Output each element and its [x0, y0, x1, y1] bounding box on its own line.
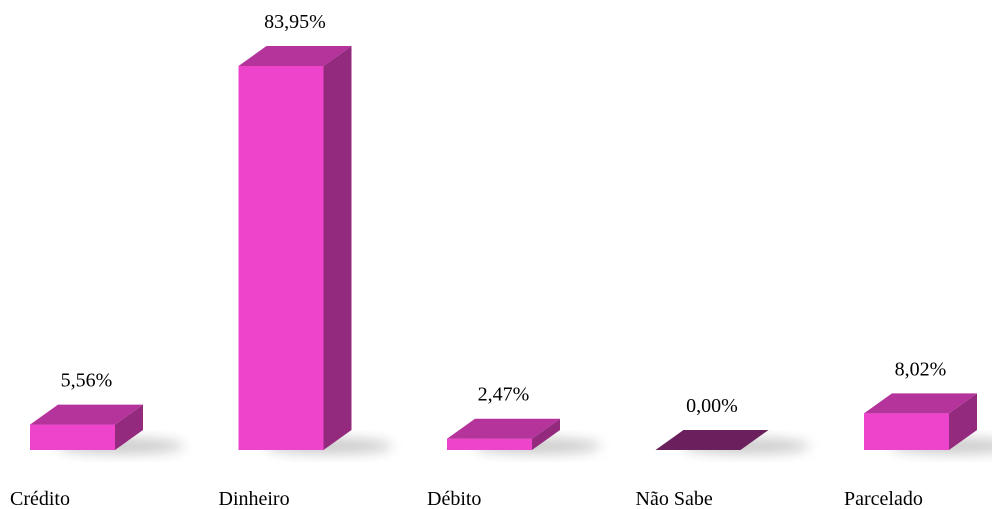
value-label: 5,56%: [61, 370, 113, 392]
x-tick-label: Débito: [427, 488, 481, 509]
value-label: 2,47%: [478, 384, 530, 406]
bar-side: [115, 404, 143, 450]
bar-top: [655, 430, 769, 450]
value-label: 0,00%: [686, 395, 738, 417]
bar: [447, 438, 532, 450]
x-tick-label: Dinheiro: [219, 488, 290, 509]
x-tick-label: Não Sabe: [636, 488, 713, 509]
value-label: 8,02%: [895, 358, 947, 380]
bar-top: [238, 46, 352, 66]
bar-top: [30, 404, 143, 425]
bar-side: [532, 418, 560, 450]
x-tick-label: Crédito: [10, 488, 70, 509]
bar-top: [864, 393, 977, 414]
x-tick-label: Parcelado: [844, 488, 923, 509]
bar-side: [323, 46, 352, 450]
bar: [238, 66, 324, 450]
bar: [864, 413, 949, 450]
bar-side: [949, 393, 977, 450]
bar: [30, 424, 115, 450]
value-label: 83,95%: [264, 11, 326, 33]
bar-top: [447, 418, 560, 439]
